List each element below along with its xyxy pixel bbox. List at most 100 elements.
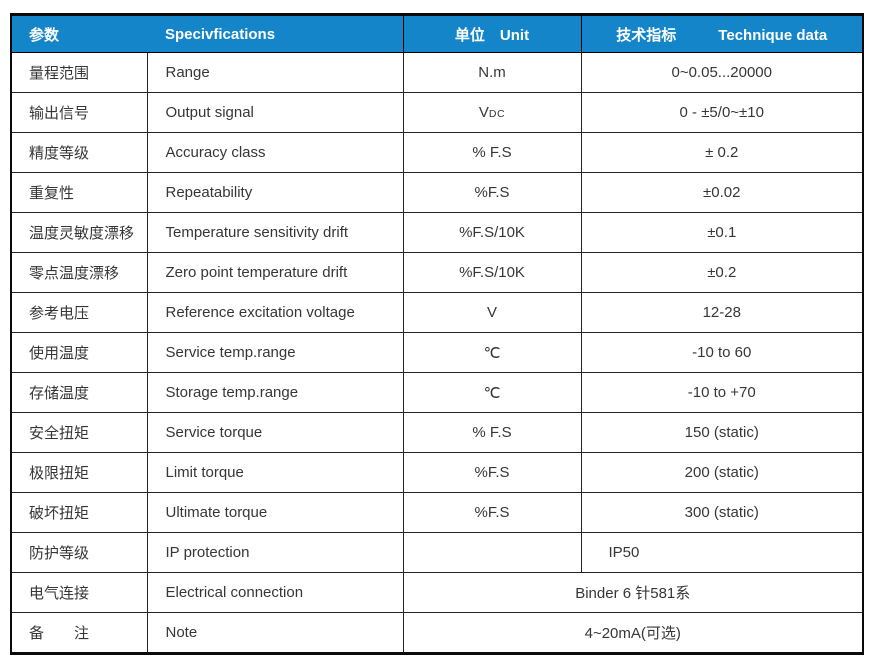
table-row: 输出信号 Output signal VDC 0 - ±5/0~±10 [10,92,864,133]
unit-label: V [478,104,489,121]
header-unit-pair: 单位 Unit [455,24,529,45]
header-unit-en-label: Unit [499,26,530,44]
value-label: ± 0.2 [705,144,739,161]
unit-label: %F.S/10K [459,224,525,241]
unit-label: % F.S [472,144,512,161]
param-zh-cell: 量程范围 [10,52,148,93]
param-en-cell: Limit torque [146,452,404,493]
param-zh-cell: 重复性 [10,172,148,213]
table-row: 备 注 Note 4~20mA(可选) [10,612,864,654]
param-zh-label: 零点温度漂移 [29,265,120,282]
merged-value-label: 4~20mA(可选) [584,625,681,642]
param-zh-cell: 零点温度漂移 [10,252,148,293]
value-label: 12-28 [702,304,741,321]
param-zh-cell: 精度等级 [10,132,148,173]
value-label: 300 (static) [684,504,759,521]
param-zh-label: 电气连接 [29,585,90,602]
unit-cell: %F.S [402,492,582,533]
unit-label: %F.S [474,504,510,521]
param-zh-label: 破坏扭矩 [29,505,90,522]
param-zh-label: 防护等级 [29,545,90,562]
unit-label: % F.S [472,424,512,441]
param-en-label: Accuracy class [165,144,266,161]
unit-cell: V [402,292,582,333]
param-zh-label: 存储温度 [29,385,90,402]
merged-value-cell: 4~20mA(可选) [402,612,864,654]
unit-cell: %F.S [402,172,582,213]
spec-table: 参数 Specivfications 单位 Unit 技术指标 Techniqu… [10,13,864,655]
header-row: 参数 Specivfications 单位 Unit 技术指标 Techniqu… [10,14,864,53]
unit-label: %F.S [474,464,510,481]
unit-cell: VDC [402,92,582,133]
unit-cell: %F.S/10K [402,252,582,293]
value-cell: 0 - ±5/0~±10 [580,92,864,133]
value-cell: 0~0.05...20000 [580,52,864,93]
value-cell: 12-28 [580,292,864,333]
param-en-label: IP protection [165,544,250,561]
param-zh-cell: 使用温度 [10,332,148,373]
value-cell: ±0.1 [580,212,864,253]
header-data-en-label: Technique data [718,26,828,44]
param-en-label: Note [165,624,198,641]
table-row: 破坏扭矩 Ultimate torque %F.S 300 (static) [10,492,864,533]
value-label: 150 (static) [684,424,759,441]
param-en-cell: Reference excitation voltage [146,292,404,333]
table-row: 安全扭矩 Service torque % F.S 150 (static) [10,412,864,453]
value-label: IP50 [608,544,640,561]
param-en-cell: Repeatability [146,172,404,213]
table-row: 极限扭矩 Limit torque %F.S 200 (static) [10,452,864,493]
spec-table-wrap: 参数 Specivfications 单位 Unit 技术指标 Techniqu… [10,13,864,655]
value-label: ±0.1 [707,224,737,241]
param-en-label: Service temp.range [165,344,296,361]
param-en-label: Reference excitation voltage [165,304,355,321]
header-spec-en-label: Specivfications [165,25,276,43]
param-zh-label: 输出信号 [29,105,90,122]
table-row: 温度灵敏度漂移 Temperature sensitivity drift %F.S… [10,212,864,253]
param-en-cell: Temperature sensitivity drift [146,212,404,253]
param-zh-cell: 备 注 [10,612,148,654]
param-en-cell: Range [146,52,404,93]
value-cell: -10 to +70 [580,372,864,413]
param-en-cell: IP protection [146,532,404,573]
value-label: -10 to 60 [692,344,752,361]
unit-label: %F.S/10K [459,264,525,281]
unit-label: %F.S [474,184,510,201]
param-zh-label: 极限扭矩 [29,465,90,482]
param-zh-label: 重复性 [29,185,75,202]
param-en-cell: Accuracy class [146,132,404,173]
unit-cell [402,532,582,573]
unit-label: V [486,304,497,321]
param-en-cell: Note [146,612,404,654]
param-en-label: Zero point temperature drift [165,264,348,281]
param-en-cell: Ultimate torque [146,492,404,533]
table-row: 电气连接 Electrical connection Binder 6 针581系 [10,572,864,613]
param-zh-label: 温度灵敏度漂移 [29,225,135,242]
param-zh-label: 精度等级 [29,145,90,162]
param-en-cell: Storage temp.range [146,372,404,413]
value-label: 200 (static) [684,464,759,481]
table-row: 精度等级 Accuracy class % F.S ± 0.2 [10,132,864,173]
value-label: ±0.2 [707,264,737,281]
param-zh-cell: 破坏扭矩 [10,492,148,533]
param-zh-cell: 输出信号 [10,92,148,133]
param-zh-label: 量程范围 [29,65,90,82]
value-cell: -10 to 60 [580,332,864,373]
value-cell: 150 (static) [580,412,864,453]
table-row: 存储温度 Storage temp.range ℃ -10 to +70 [10,372,864,413]
value-cell: ±0.2 [580,252,864,293]
param-en-label: Range [165,64,210,81]
unit-label: ℃ [483,384,501,402]
unit-cell: % F.S [402,412,582,453]
table-row: 防护等级 IP protection IP50 [10,532,864,573]
value-cell: 300 (static) [580,492,864,533]
unit-cell: ℃ [402,372,582,413]
value-label: -10 to +70 [687,384,756,401]
param-en-cell: Zero point temperature drift [146,252,404,293]
unit-cell: %F.S/10K [402,212,582,253]
table-row: 参考电压 Reference excitation voltage V 12-28 [10,292,864,333]
param-en-label: Limit torque [165,464,244,481]
spec-table-body: 量程范围 Range N.m 0~0.05...20000 输出信号 Output sig… [10,52,864,654]
header-cell-param: 参数 [10,14,147,53]
param-zh-cell: 电气连接 [10,572,148,613]
param-zh-cell: 安全扭矩 [10,412,148,453]
